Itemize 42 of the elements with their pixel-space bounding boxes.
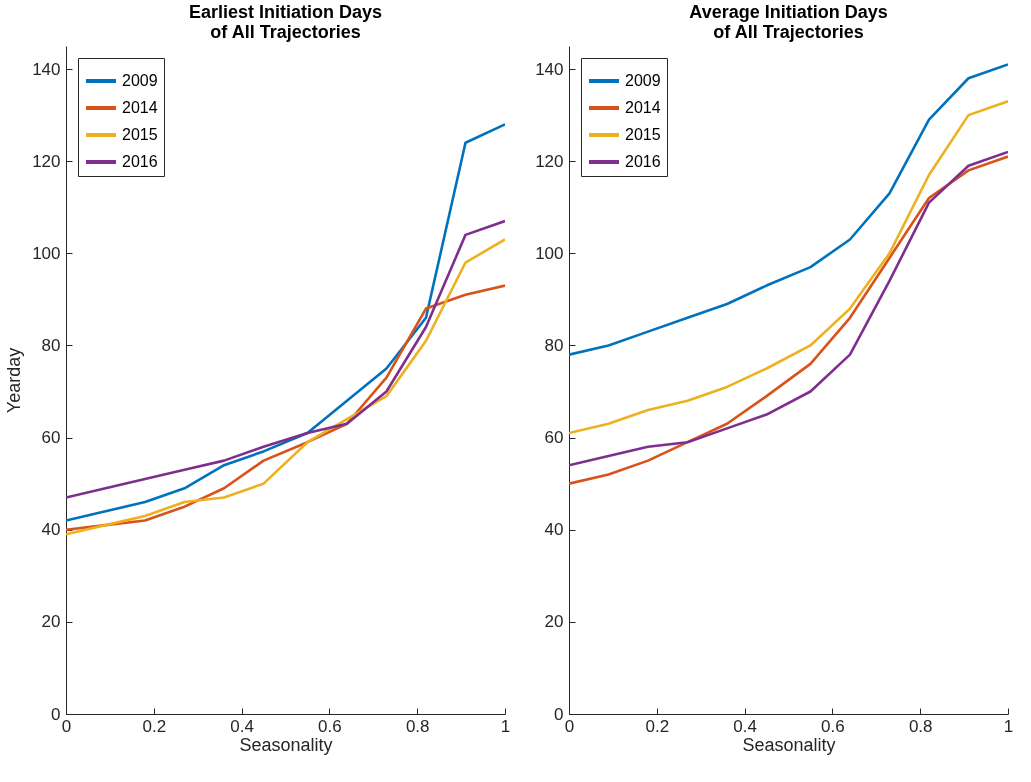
x-tick-label: 0.6	[821, 716, 845, 736]
y-tick-label: 40	[544, 520, 564, 540]
y-tick-label: 40	[41, 520, 61, 540]
x-tick-label: 0.4	[230, 716, 254, 736]
y-tick-label: 100	[32, 243, 61, 263]
legend-label: 2009	[122, 72, 158, 89]
x-tick-label: 1	[500, 716, 511, 736]
y-tick-label: 120	[535, 151, 564, 171]
line-series	[66, 238, 505, 536]
x-tick-label: 0.2	[142, 716, 167, 736]
x-tick-label: 1	[1003, 716, 1014, 736]
legend-label: 2014	[122, 99, 158, 116]
chart-title: Earliest Initiation Days of All Trajectories	[188, 2, 383, 42]
y-tick-label: 140	[535, 59, 564, 79]
legend-label: 2016	[625, 153, 661, 170]
y-tick-label: 80	[544, 335, 564, 355]
line-series	[66, 219, 505, 499]
x-axis-title: Seasonality	[239, 734, 333, 755]
x-tick-label: 0.8	[908, 716, 933, 736]
y-tick-label: 60	[41, 428, 61, 448]
y-tick-label: 20	[41, 612, 61, 632]
line-series	[66, 123, 505, 522]
x-axis-title: Seasonality	[742, 734, 836, 755]
legend-label: 2014	[625, 99, 661, 116]
legend-label: 2016	[122, 153, 158, 170]
y-tick-label: 60	[544, 428, 564, 448]
chart-title: Average Initiation Days of All Trajectories	[689, 2, 888, 42]
line-series	[569, 99, 1008, 435]
legend-label: 2015	[625, 126, 661, 143]
x-tick-label: 0.2	[645, 716, 670, 736]
line-series	[569, 63, 1008, 356]
x-tick-label: 0.4	[733, 716, 757, 736]
y-tick-label: 80	[41, 335, 61, 355]
legend-label: 2009	[625, 72, 661, 89]
y-tick-label: 100	[535, 243, 564, 263]
legend-label: 2015	[122, 126, 158, 143]
x-tick-label: 0.6	[318, 716, 342, 736]
x-tick-label: 0.8	[405, 716, 430, 736]
y-tick-label: 140	[32, 59, 61, 79]
y-tick-label: 20	[544, 612, 564, 632]
y-axis-title: Yearday	[4, 347, 25, 414]
y-tick-label: 120	[32, 151, 61, 171]
